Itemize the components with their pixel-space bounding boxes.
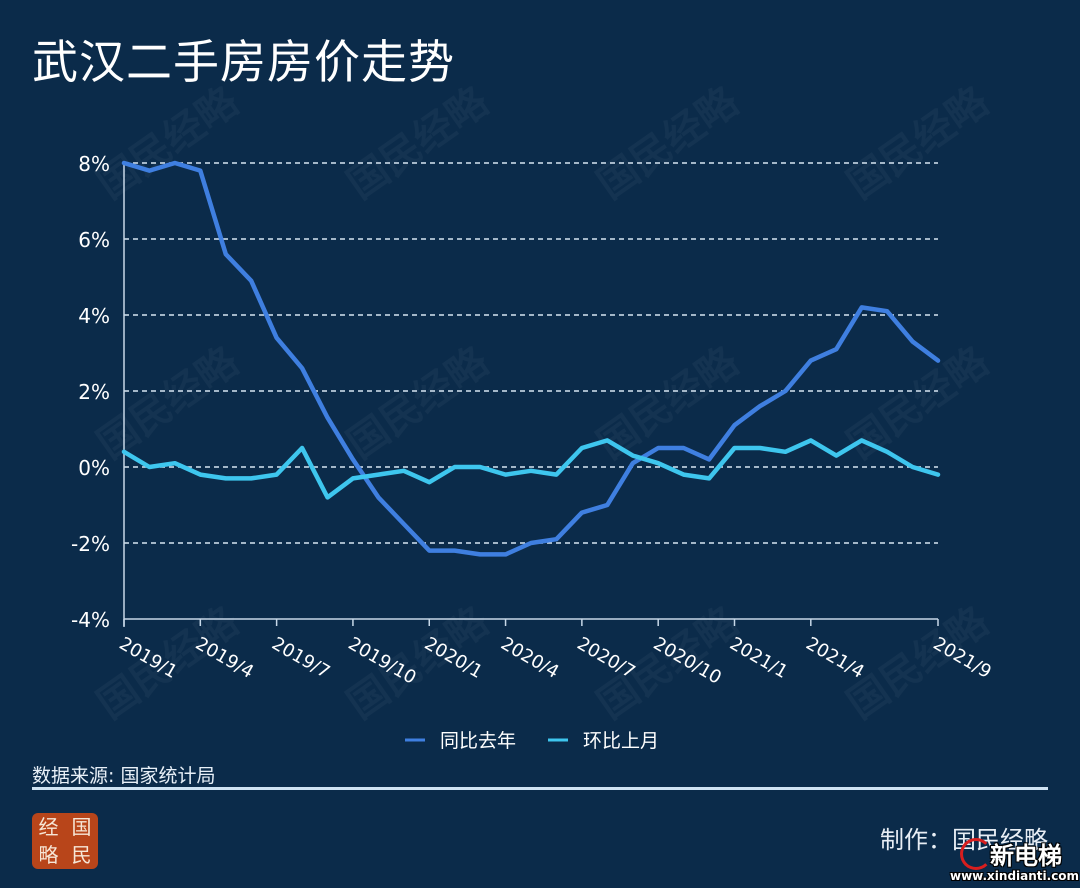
- series-lines: [121, 160, 941, 557]
- legend-label-mom[interactable]: 环比上月: [583, 730, 659, 752]
- watermark-text: 国民经略: [89, 338, 247, 468]
- watermark-text: 国民经略: [839, 78, 997, 208]
- x-tick-label: 2021/4: [802, 633, 867, 683]
- logo-char: 民: [71, 843, 92, 867]
- x-tick-label: 2020/4: [497, 633, 562, 683]
- mom-line: [121, 438, 941, 500]
- legend-label-yoy[interactable]: 同比去年: [440, 730, 516, 752]
- page-title: 武汉二手房房价走势: [32, 35, 455, 89]
- y-tick-label: 6%: [78, 228, 110, 252]
- y-tick-label: 0%: [78, 456, 110, 480]
- x-tick-label: 2020/7: [573, 633, 638, 683]
- logo-char: 经: [38, 815, 59, 839]
- footer-divider: [32, 787, 1048, 790]
- y-tick-label: 2%: [78, 380, 110, 404]
- brand-logo: 经 国 略 民: [32, 813, 98, 869]
- y-tick-label: 4%: [78, 304, 110, 328]
- y-tick-label: 8%: [78, 152, 110, 176]
- stamp-logo-icon: [960, 838, 992, 870]
- x-tick-label: 2019/7: [268, 633, 333, 683]
- y-tick-label: -2%: [71, 532, 110, 556]
- y-axis-labels: -4% -2% 0% 2% 4% 6% 8%: [71, 152, 110, 632]
- data-source: 数据来源: 国家统计局: [32, 765, 216, 787]
- watermark-text: 国民经略: [339, 78, 497, 208]
- logo-char: 国: [71, 815, 92, 839]
- legend: 同比去年 环比上月: [405, 730, 659, 752]
- watermark-text: 国民经略: [839, 338, 997, 468]
- y-tick-label: -4%: [71, 608, 110, 632]
- x-tick-label: 2021/1: [726, 633, 791, 683]
- yoy-line: [121, 160, 941, 557]
- watermark-text: 国民经略: [589, 78, 747, 208]
- axes: [123, 163, 939, 627]
- watermark-text: 国民经略: [89, 78, 247, 208]
- stamp-url: www.xindianti.com: [950, 869, 1080, 883]
- site-watermark-stamp: 新电梯 www.xindianti.com: [950, 836, 1080, 888]
- gridlines: [124, 162, 938, 544]
- stamp-name: 新电梯: [990, 842, 1062, 870]
- watermark-text: 国民经略: [339, 338, 497, 468]
- logo-char: 略: [38, 843, 59, 867]
